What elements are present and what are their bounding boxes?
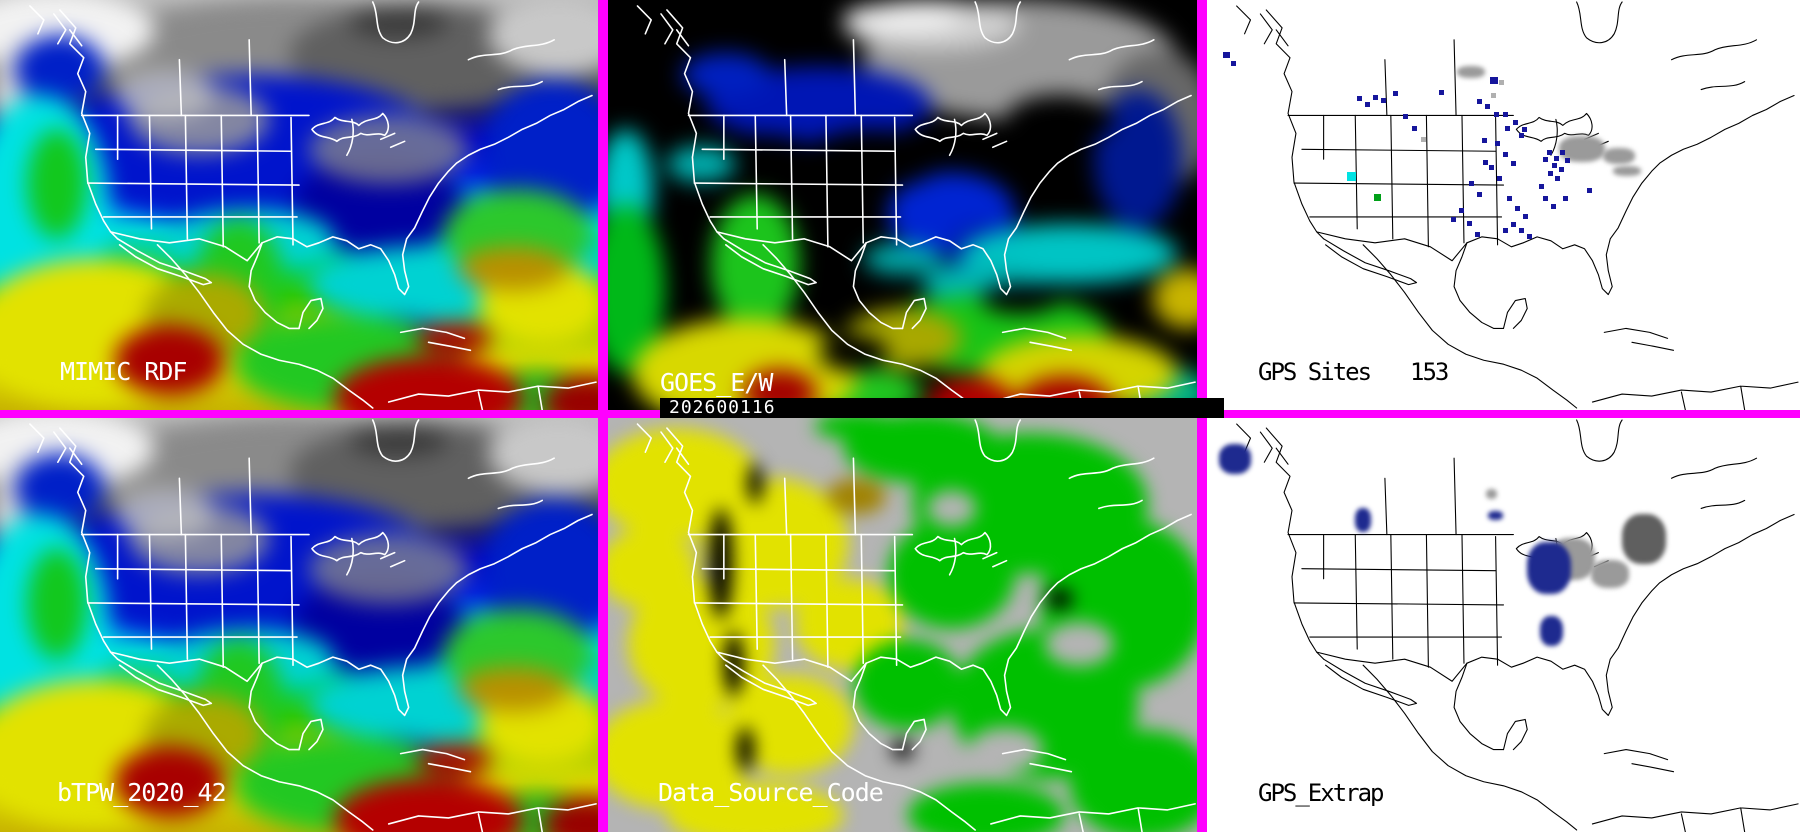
panel-gps-sites: GPS Sites 153 bbox=[1207, 0, 1800, 410]
gps-site-dot bbox=[1495, 141, 1500, 146]
gps-site-dot bbox=[1482, 138, 1487, 143]
panel-label-gps-sites: GPS Sites bbox=[1258, 358, 1372, 386]
gps-site-dot bbox=[1513, 120, 1518, 125]
gps-site-dot bbox=[1373, 95, 1378, 100]
panel-label-btpw: bTPW_2020_42 bbox=[57, 778, 227, 807]
panel-gps-extrap: GPS_Extrap bbox=[1207, 418, 1800, 832]
gps-site-dot bbox=[1393, 91, 1398, 96]
gps-extrap-region bbox=[1540, 616, 1563, 646]
gps-site-dot bbox=[1559, 167, 1564, 172]
gps-site-dot bbox=[1485, 104, 1490, 109]
gps-extrap-region-layer bbox=[1207, 418, 1800, 832]
gps-site-dot bbox=[1560, 150, 1565, 155]
gps-site-dot bbox=[1475, 232, 1480, 237]
gps-extrap-region bbox=[1488, 511, 1503, 520]
gps-site-dot bbox=[1543, 196, 1548, 201]
gps-site-dot bbox=[1489, 165, 1494, 170]
gps-site-dot bbox=[1483, 160, 1488, 165]
gps-site-dot bbox=[1223, 52, 1230, 58]
gps-cloud-patch bbox=[1603, 148, 1635, 164]
gps-sites-dot-layer bbox=[1207, 0, 1800, 410]
gps-site-dot bbox=[1587, 188, 1592, 193]
gps-site-dot bbox=[1503, 152, 1508, 157]
gps-site-dot bbox=[1552, 163, 1557, 168]
timestamp-bar: 202600116 bbox=[660, 398, 1224, 418]
gps-site-dot bbox=[1523, 214, 1528, 219]
gps-site-dot bbox=[1548, 171, 1553, 176]
data-source-imagery bbox=[608, 418, 1197, 832]
gps-site-dot bbox=[1554, 156, 1559, 161]
gps-site-dot bbox=[1477, 192, 1482, 197]
panel-label-data-source: Data_Source_Code bbox=[658, 778, 884, 807]
gps-site-dot bbox=[1491, 93, 1496, 98]
panel-btpw: bTPW_2020_42 bbox=[0, 418, 598, 832]
tpw-field-blobs bbox=[0, 418, 598, 832]
gps-site-dot bbox=[1374, 194, 1381, 201]
panel-label-goes: GOES_E/W bbox=[660, 368, 773, 397]
gps-site-dot bbox=[1519, 228, 1524, 233]
gps-site-dot bbox=[1515, 206, 1520, 211]
gps-site-dot bbox=[1565, 158, 1570, 163]
goes-imagery bbox=[608, 0, 1197, 410]
gps-sites-cloud-layer bbox=[1207, 0, 1800, 410]
gps-site-dot bbox=[1494, 112, 1499, 117]
goes-field-blobs bbox=[608, 0, 1197, 410]
gps-site-dot bbox=[1459, 208, 1464, 213]
gps-site-dot bbox=[1507, 196, 1512, 201]
gps-site-dot bbox=[1503, 228, 1508, 233]
gps-site-dot bbox=[1439, 90, 1444, 95]
gps-extrap-region bbox=[1527, 542, 1571, 594]
gps-site-dot bbox=[1490, 77, 1498, 84]
gps-site-dot bbox=[1563, 196, 1568, 201]
gps-site-dot bbox=[1467, 221, 1472, 226]
gps-site-dot bbox=[1551, 204, 1556, 209]
btpw-imagery bbox=[0, 418, 598, 832]
gps-site-dot bbox=[1347, 172, 1356, 181]
gps-site-dot bbox=[1539, 184, 1544, 189]
tpw-field-blobs bbox=[0, 0, 598, 410]
gps-site-dot bbox=[1497, 176, 1502, 181]
gps-site-dot bbox=[1547, 150, 1552, 155]
gps-site-dot bbox=[1543, 157, 1548, 162]
gps-site-dot bbox=[1527, 234, 1532, 239]
gps-site-dot bbox=[1499, 80, 1504, 85]
gps-site-dot bbox=[1231, 61, 1236, 66]
gps-extrap-region bbox=[1486, 489, 1497, 499]
panel-label-mimic: MIMIC RDF bbox=[60, 357, 187, 386]
gps-site-dot bbox=[1555, 176, 1560, 181]
gps-site-dot bbox=[1357, 96, 1362, 101]
gps-cloud-patch bbox=[1559, 136, 1605, 162]
gps-site-dot bbox=[1519, 133, 1524, 138]
gps-extrap-region bbox=[1355, 508, 1371, 532]
gps-site-dot bbox=[1477, 99, 1482, 104]
gps-site-dot bbox=[1522, 127, 1527, 132]
gps-site-dot bbox=[1505, 126, 1510, 131]
gps-site-dot bbox=[1511, 161, 1516, 166]
gps-site-dot bbox=[1421, 137, 1426, 142]
gps-extrap-region bbox=[1219, 444, 1251, 474]
gps-site-dot bbox=[1412, 126, 1417, 131]
gps-cloud-patch bbox=[1613, 166, 1641, 176]
gps-site-dot bbox=[1403, 114, 1408, 119]
gps-site-dot bbox=[1511, 222, 1516, 227]
gps-sites-count: 153 bbox=[1410, 358, 1449, 386]
timestamp-text: 202600116 bbox=[669, 397, 776, 418]
panel-data-source-code: Data_Source_Code bbox=[608, 418, 1197, 832]
panel-label-gps-extrap: GPS_Extrap bbox=[1258, 779, 1384, 807]
gps-site-dot bbox=[1469, 181, 1474, 186]
panel-goes-ew: GOES_E/W bbox=[608, 0, 1197, 410]
gps-extrap-region bbox=[1622, 514, 1666, 564]
gps-site-dot bbox=[1503, 112, 1508, 117]
gps-cloud-patch bbox=[1457, 66, 1485, 78]
gps-site-dot bbox=[1451, 217, 1456, 222]
mimic-imagery bbox=[0, 0, 598, 410]
gps-site-dot bbox=[1381, 98, 1386, 103]
panel-mimic-rdf: MIMIC RDF bbox=[0, 0, 598, 410]
gps-extrap-region bbox=[1591, 560, 1629, 588]
gps-site-dot bbox=[1365, 102, 1370, 107]
